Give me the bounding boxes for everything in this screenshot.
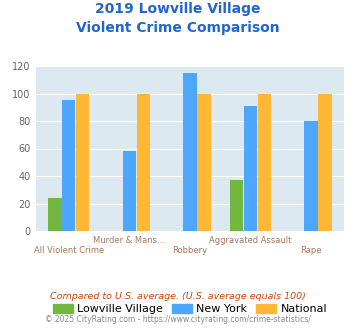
Text: All Violent Crime: All Violent Crime — [34, 246, 104, 255]
Bar — [62, 100, 76, 231]
Text: Compared to U.S. average. (U.S. average equals 100): Compared to U.S. average. (U.S. average … — [50, 292, 305, 301]
Bar — [137, 93, 150, 231]
Bar — [304, 121, 318, 231]
Bar — [230, 180, 243, 231]
Bar — [123, 151, 136, 231]
Text: Violent Crime Comparison: Violent Crime Comparison — [76, 21, 279, 35]
Bar — [244, 106, 257, 231]
Text: © 2025 CityRating.com - https://www.cityrating.com/crime-statistics/: © 2025 CityRating.com - https://www.city… — [45, 315, 310, 324]
Text: Aggravated Assault: Aggravated Assault — [209, 236, 292, 245]
Text: Murder & Mans...: Murder & Mans... — [93, 236, 165, 245]
Bar — [258, 93, 271, 231]
Bar — [76, 93, 89, 231]
Bar — [197, 93, 211, 231]
Text: Robbery: Robbery — [173, 246, 207, 255]
Bar — [48, 198, 61, 231]
Text: 2019 Lowville Village: 2019 Lowville Village — [95, 2, 260, 16]
Text: Rape: Rape — [300, 246, 322, 255]
Legend: Lowville Village, New York, National: Lowville Village, New York, National — [48, 299, 332, 318]
Bar — [318, 93, 332, 231]
Bar — [183, 73, 197, 231]
